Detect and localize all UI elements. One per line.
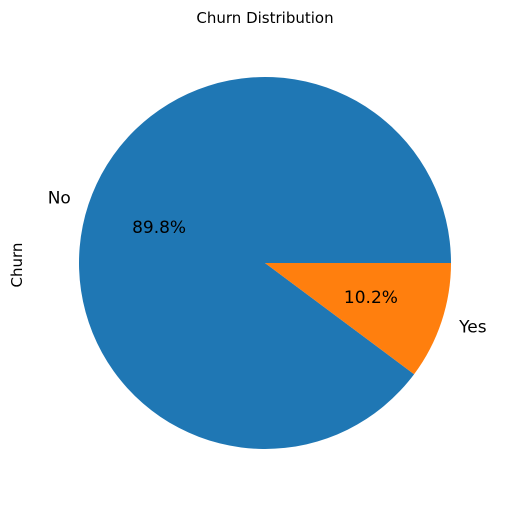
pie-slices xyxy=(79,76,452,449)
pie-labels: No 89.8% Yes 10.2% xyxy=(48,189,487,338)
chart-title: Churn Distribution xyxy=(196,9,333,27)
percent-label-no: 89.8% xyxy=(132,218,186,238)
slice-label-no: No xyxy=(48,189,71,209)
percent-label-yes: 10.2% xyxy=(344,288,398,308)
pie-slice-yes xyxy=(265,263,452,375)
slice-label-yes: Yes xyxy=(458,317,487,337)
y-axis-label: Churn xyxy=(8,243,26,288)
